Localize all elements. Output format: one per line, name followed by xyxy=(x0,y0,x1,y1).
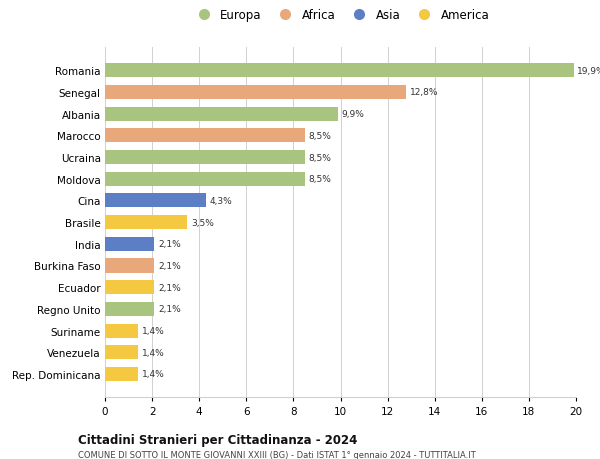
Bar xyxy=(105,172,305,186)
Bar xyxy=(105,216,187,230)
Legend: Europa, Africa, Asia, America: Europa, Africa, Asia, America xyxy=(192,9,489,22)
Text: 4,3%: 4,3% xyxy=(210,196,233,206)
Text: 12,8%: 12,8% xyxy=(410,88,439,97)
Text: 8,5%: 8,5% xyxy=(309,132,332,140)
Bar xyxy=(105,151,305,165)
Bar xyxy=(105,302,154,316)
Text: 1,4%: 1,4% xyxy=(142,369,164,379)
Text: 3,5%: 3,5% xyxy=(191,218,214,227)
Text: 1,4%: 1,4% xyxy=(142,348,164,357)
Text: 2,1%: 2,1% xyxy=(158,262,181,270)
Bar xyxy=(105,129,305,143)
Text: 2,1%: 2,1% xyxy=(158,240,181,249)
Text: Cittadini Stranieri per Cittadinanza - 2024: Cittadini Stranieri per Cittadinanza - 2… xyxy=(78,433,358,446)
Bar xyxy=(105,194,206,208)
Text: 1,4%: 1,4% xyxy=(142,326,164,336)
Text: COMUNE DI SOTTO IL MONTE GIOVANNI XXIII (BG) - Dati ISTAT 1° gennaio 2024 - TUTT: COMUNE DI SOTTO IL MONTE GIOVANNI XXIII … xyxy=(78,450,476,459)
Bar xyxy=(105,107,338,122)
Text: 19,9%: 19,9% xyxy=(577,67,600,76)
Text: 2,1%: 2,1% xyxy=(158,283,181,292)
Bar xyxy=(105,280,154,295)
Bar xyxy=(105,324,138,338)
Bar xyxy=(105,64,574,78)
Text: 8,5%: 8,5% xyxy=(309,175,332,184)
Bar xyxy=(105,259,154,273)
Bar xyxy=(105,367,138,381)
Bar xyxy=(105,86,406,100)
Text: 2,1%: 2,1% xyxy=(158,305,181,313)
Text: 9,9%: 9,9% xyxy=(341,110,365,119)
Text: 8,5%: 8,5% xyxy=(309,153,332,162)
Bar xyxy=(105,237,154,251)
Bar xyxy=(105,346,138,359)
